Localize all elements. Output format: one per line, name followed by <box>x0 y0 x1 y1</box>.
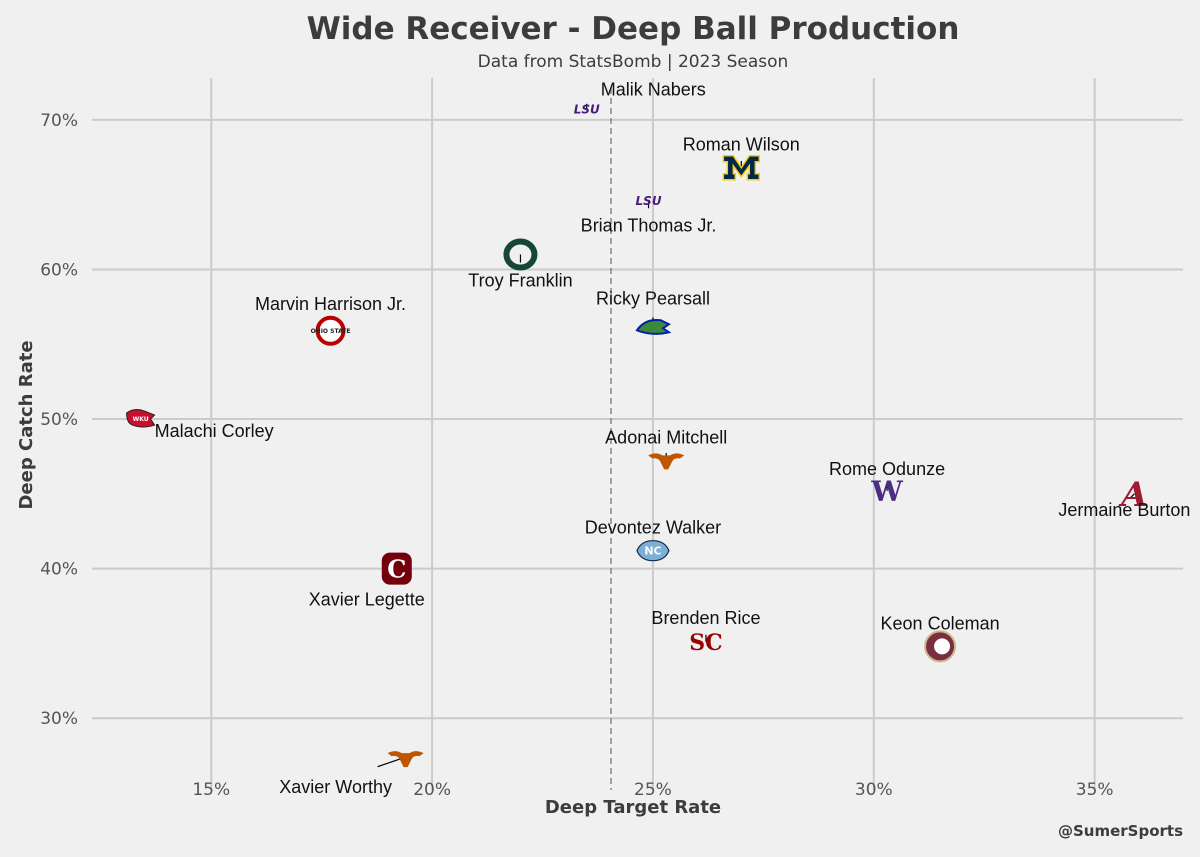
x-tick-label: 20% <box>413 780 451 800</box>
player-label: Devontez Walker <box>585 518 721 538</box>
player-label: Malik Nabers <box>601 79 706 99</box>
lsu-logo: LSU <box>574 103 600 117</box>
texas-logo <box>387 751 424 768</box>
data-point: Roman Wilson <box>683 135 800 181</box>
player-label: Brenden Rice <box>651 608 760 628</box>
svg-text:C: C <box>387 554 406 583</box>
x-tick-label: 30% <box>855 780 893 800</box>
michigan-logo <box>722 154 761 181</box>
player-label: Keon Coleman <box>881 613 1000 633</box>
chart-subtitle: Data from StatsBomb | 2023 Season <box>478 52 789 72</box>
x-tick-label: 35% <box>1076 780 1114 800</box>
player-label: Roman Wilson <box>683 135 800 155</box>
y-tick-label: 50% <box>40 410 78 430</box>
svg-text:OHIO STATE: OHIO STATE <box>311 328 351 335</box>
data-point: OHIO STATE Marvin Harrison Jr. <box>255 294 406 346</box>
wku-logo: WKU <box>126 408 156 428</box>
data-point: Troy Franklin <box>468 238 573 291</box>
player-label: Brian Thomas Jr. <box>581 216 717 236</box>
data-point: Adonai Mitchell <box>605 427 727 470</box>
y-tick-label: 40% <box>40 560 78 580</box>
y-tick-label: 30% <box>40 709 78 729</box>
svg-text:SC: SC <box>689 630 722 656</box>
usc-logo: SC <box>689 630 722 656</box>
player-label: Xavier Legette <box>309 590 425 610</box>
data-point: C Xavier Legette <box>309 552 425 610</box>
leader-line <box>1129 493 1135 499</box>
y-tick-label: 60% <box>40 260 78 280</box>
lsu-logo: LSU <box>636 194 662 208</box>
data-point: Keon Coleman <box>881 613 1000 663</box>
x-tick-label: 15% <box>192 780 230 800</box>
florida-state-logo <box>924 630 957 663</box>
data-point: NC Devontez Walker <box>585 518 721 562</box>
tick-labels: 15% 20% 25% 30% 35% 30% 40% 50% 60% 70% <box>40 111 1113 800</box>
x-axis-title: Deep Target Rate <box>545 797 721 818</box>
svg-text:A: A <box>1118 475 1147 515</box>
player-label: Rome Odunze <box>829 459 945 479</box>
florida-logo <box>635 319 672 335</box>
player-label: Marvin Harrison Jr. <box>255 294 406 314</box>
player-label: Adonai Mitchell <box>605 427 727 447</box>
player-label: Jermaine Burton <box>1058 500 1190 520</box>
y-axis-title: Deep Catch Rate <box>16 340 37 509</box>
data-point: LSU Brian Thomas Jr. <box>581 194 717 236</box>
svg-text:WKU: WKU <box>133 416 149 423</box>
unc-logo: NC <box>636 540 670 562</box>
plot-area: 15% 20% 25% 30% 35%30%40%50%60%70% LSUMalik … <box>40 78 1190 800</box>
gridlines <box>92 78 1183 790</box>
washington-logo: W <box>870 475 903 508</box>
texas-logo <box>648 453 685 470</box>
data-point: WKU Malachi Corley <box>126 408 274 441</box>
y-tick-label: 70% <box>40 111 78 131</box>
alabama-logo: A <box>1118 475 1147 515</box>
svg-text:NC: NC <box>644 545 661 558</box>
x-tick-label: 25% <box>634 780 672 800</box>
player-label: Troy Franklin <box>468 271 572 291</box>
svg-text:LSU: LSU <box>636 194 662 208</box>
ohio-state-logo: OHIO STATE <box>311 315 351 346</box>
data-point: Xavier Worthy <box>279 751 424 797</box>
svg-text:LSU: LSU <box>574 103 600 117</box>
south-carolina-logo: C <box>381 552 412 585</box>
credit-text: @SumerSports <box>1058 822 1183 840</box>
data-point: Ricky Pearsall <box>596 288 710 335</box>
player-label: Xavier Worthy <box>279 777 392 797</box>
player-label: Malachi Corley <box>155 421 274 441</box>
player-label: Ricky Pearsall <box>596 288 710 308</box>
chart-title: Wide Receiver - Deep Ball Production <box>307 11 960 47</box>
svg-text:W: W <box>870 475 903 508</box>
oregon-logo <box>503 238 538 271</box>
